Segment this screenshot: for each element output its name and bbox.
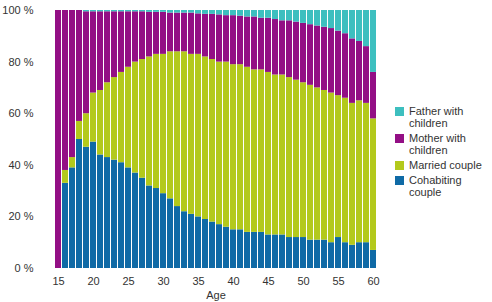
svg-text:20 %: 20 % bbox=[8, 210, 33, 222]
svg-text:15: 15 bbox=[52, 275, 64, 287]
svg-text:30: 30 bbox=[157, 275, 169, 287]
svg-text:80 %: 80 % bbox=[8, 56, 33, 68]
svg-text:0 %: 0 % bbox=[15, 262, 34, 274]
html-text:Mother with children: Mother with children bbox=[409, 131, 466, 156]
svg-text:40 %: 40 % bbox=[8, 159, 33, 171]
svg-text:55: 55 bbox=[332, 275, 344, 287]
svg-text:100 %: 100 % bbox=[2, 4, 33, 16]
html-text:Married couple: Married couple bbox=[409, 158, 482, 171]
svg-text:35: 35 bbox=[192, 275, 204, 287]
svg-text:25: 25 bbox=[122, 275, 134, 287]
svg-text:60: 60 bbox=[367, 275, 379, 287]
html-text:Father with children: Father with children bbox=[409, 104, 464, 129]
svg-text:40: 40 bbox=[227, 275, 239, 287]
svg-text:20: 20 bbox=[87, 275, 99, 287]
html-text:Cohabiting couple: Cohabiting couple bbox=[409, 173, 462, 198]
svg-text:50: 50 bbox=[297, 275, 309, 287]
svg-text:45: 45 bbox=[262, 275, 274, 287]
svg-text:60 %: 60 % bbox=[8, 107, 33, 119]
svg-text:Age: Age bbox=[206, 289, 226, 301]
